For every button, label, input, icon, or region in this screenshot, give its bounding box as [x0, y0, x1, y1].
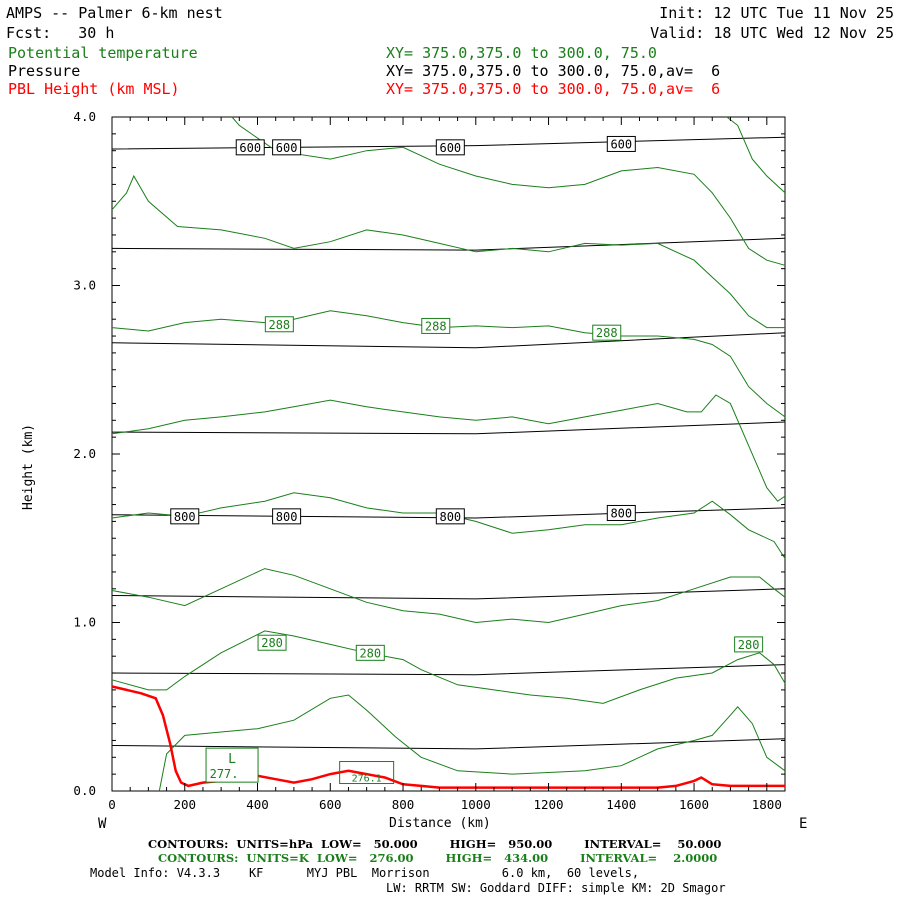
- valid-time: Valid: 18 UTC Wed 12 Nov 25: [650, 24, 894, 42]
- contour-label-5: 800: [276, 510, 298, 524]
- contour-label-box-7: [606, 504, 636, 521]
- contour-label-10: 288: [596, 326, 618, 340]
- field-xy-pbl: XY= 375.0,375.0 to 300.0, 75.0,av= 6: [386, 80, 721, 98]
- low-marker-value: 277.: [210, 767, 239, 781]
- x-tick-label-1200: 1200: [533, 797, 563, 812]
- pressure-contour-700: [111, 421, 786, 435]
- contour-label-box-12: [355, 644, 385, 661]
- contour-label-box-9: [421, 317, 451, 334]
- y-tick-label-4: 4.0: [73, 109, 96, 124]
- contour-label-12: 280: [359, 646, 381, 660]
- theta-contours: [111, 116, 786, 792]
- init-time: Init: 12 UTC Tue 11 Nov 25: [659, 4, 894, 22]
- contour-label-box-5: [272, 508, 302, 525]
- pbl-height-line: [111, 685, 785, 789]
- y-tick-label-1: 1.0: [73, 615, 96, 630]
- theta-contour-290: [111, 174, 785, 329]
- x-tick-label-1800: 1800: [752, 797, 782, 812]
- theta-contour-278: [158, 694, 786, 792]
- pressure-contour-600: [111, 237, 786, 251]
- y-tick-label-3: 3.0: [73, 278, 96, 293]
- plot-frame: [111, 116, 786, 792]
- contour-label-11: 280: [261, 636, 283, 650]
- x-tick-label-1000: 1000: [461, 797, 491, 812]
- contour-label-2: 600: [439, 141, 461, 155]
- theta-contour-288: [111, 310, 786, 418]
- contour-label-box-10: [592, 324, 622, 341]
- contour-label-box-6: [435, 508, 465, 525]
- pressure-contours: [111, 136, 786, 750]
- contour-label-7: 800: [610, 506, 632, 520]
- x-tick-label-400: 400: [246, 797, 269, 812]
- contour-label-3: 600: [610, 137, 632, 151]
- contour-labels: 600 600 600 600 800 800 800 800 288 288 288 280 280 2…: [170, 135, 764, 785]
- pressure-contour-650: [111, 332, 786, 349]
- theta-contour-292: [231, 116, 786, 266]
- y-axis-label: Height (km): [21, 423, 36, 510]
- contour-label-box-13: [734, 636, 764, 653]
- y-tick-label-2: 2.0: [73, 446, 96, 461]
- pressure-contour-800: [111, 588, 786, 600]
- field-label-theta: Potential temperature: [8, 44, 198, 62]
- plot-border: [111, 116, 786, 792]
- contour-label-box-11: [257, 634, 287, 651]
- low-marker-letter: L: [228, 752, 236, 767]
- contour-label-box-2: [435, 139, 465, 156]
- pressure-contour-900: [111, 738, 786, 750]
- pbl-height-series: [111, 685, 785, 789]
- field-label-pressure: Pressure: [8, 62, 81, 80]
- footer-physics-info: LW: RRTM SW: Goddard DIFF: simple KM: 2D…: [386, 881, 726, 895]
- plot-title: AMPS -- Palmer 6-km nest: [6, 4, 223, 22]
- contour-label-8: 288: [268, 318, 290, 332]
- low-marker2-box: [339, 761, 395, 785]
- pressure-contour-750: [111, 507, 786, 519]
- x-axis-label: Distance (km): [389, 816, 491, 831]
- low-marker2-value: 276.1: [352, 774, 382, 785]
- theta-contour-284: [111, 492, 786, 559]
- theta-contour-280: [111, 630, 786, 704]
- pressure-contour-850: [111, 664, 786, 676]
- field-xy-pressure: XY= 375.0,375.0 to 300.0, 75.0,av= 6: [386, 62, 721, 80]
- x-tick-label-200: 200: [173, 797, 196, 812]
- contour-label-9: 288: [425, 319, 447, 333]
- theta-contour-294: [726, 116, 786, 194]
- contour-label-box-0: [235, 139, 265, 156]
- field-xy-theta: XY= 375.0,375.0 to 300.0, 75.0: [386, 44, 657, 62]
- contour-label-box-1: [272, 139, 302, 156]
- east-label: E: [799, 816, 808, 832]
- contour-label-13: 280: [738, 638, 760, 652]
- theta-contour-286: [111, 394, 786, 502]
- footer-model-info: Model Info: V4.3.3 KF MYJ PBL Morrison 6…: [90, 866, 640, 880]
- field-label-pbl: PBL Height (km MSL): [8, 80, 180, 98]
- contour-label-box-8: [264, 316, 294, 333]
- forecast-hour: Fcst: 30 h: [6, 24, 115, 42]
- west-label: W: [98, 816, 107, 832]
- x-tick-label-1400: 1400: [606, 797, 636, 812]
- contour-label-box-3: [606, 135, 636, 152]
- pressure-contour-550: [111, 136, 786, 150]
- x-tick-label-800: 800: [392, 797, 415, 812]
- x-tick-label-600: 600: [319, 797, 342, 812]
- contour-label-0: 600: [239, 141, 261, 155]
- y-tick-label-0: 0.0: [73, 783, 96, 798]
- contour-label-4: 800: [174, 510, 196, 524]
- footer-theta-contours: CONTOURS: UNITS=K LOW= 276.00 HIGH= 434.…: [158, 851, 718, 865]
- contour-label-1: 600: [276, 141, 298, 155]
- contour-label-box-4: [170, 508, 200, 525]
- low-marker-box: [205, 747, 259, 783]
- x-tick-label-0: 0: [108, 797, 116, 812]
- axes: 0 200 400 600 800 1000 1200 1400 1600 1800 0.0 1.0 2…: [73, 109, 786, 812]
- theta-contour-282: [111, 568, 786, 624]
- footer-pressure-contours: CONTOURS: UNITS=hPa LOW= 50.000 HIGH= 95…: [148, 837, 722, 851]
- x-tick-label-1600: 1600: [679, 797, 709, 812]
- contour-label-6: 800: [439, 510, 461, 524]
